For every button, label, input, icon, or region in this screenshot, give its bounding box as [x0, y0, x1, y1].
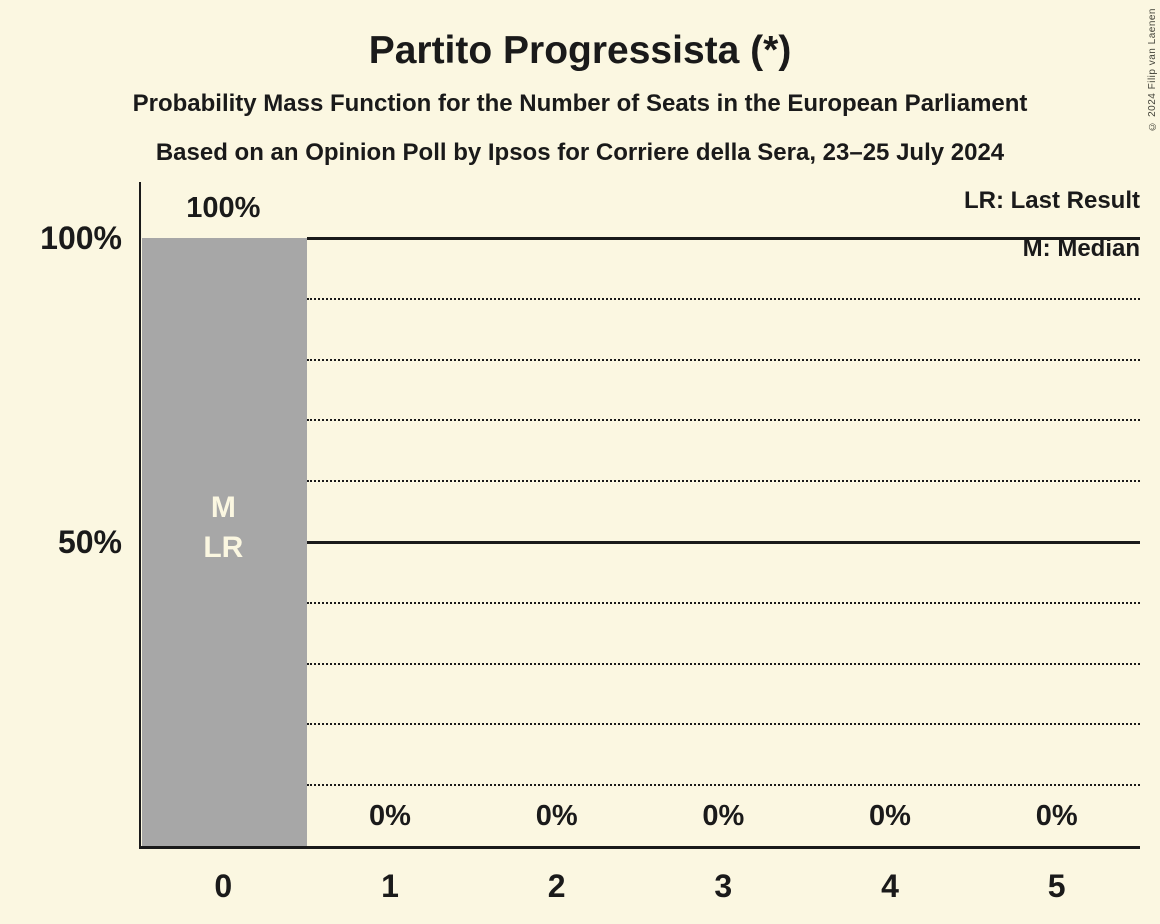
- bar-value-label-seats-3: 0%: [702, 800, 745, 832]
- chart-title: Partito Progressista (*): [368, 29, 792, 72]
- x-axis-label-seats-4: 4: [881, 868, 899, 904]
- copyright-notice: © 2024 Filip van Laenen: [1147, 8, 1158, 132]
- x-axis-label-seats-0: 0: [214, 868, 233, 904]
- bar-value-label-seats-0: 100%: [186, 192, 261, 224]
- x-axis-label-seats-2: 2: [547, 868, 566, 904]
- gridline-dotted-20pct: [306, 723, 1140, 726]
- bar-value-label-seats-2: 0%: [535, 800, 578, 832]
- bar-value-label-seats-1: 0%: [369, 800, 411, 832]
- y-axis-tick-label-50pct: 50%: [57, 524, 122, 560]
- gridline-dotted-30pct: [306, 662, 1140, 665]
- bar-annotation-line: LR: [203, 531, 244, 564]
- bar-value-label-seats-5: 0%: [1035, 800, 1078, 832]
- gridline-dotted-60pct: [306, 480, 1140, 483]
- bar-seats-0: [142, 238, 307, 846]
- x-axis-line: [139, 846, 1140, 849]
- y-axis-tick-label-100pct: 100%: [40, 220, 122, 256]
- bar-annotation-line: M: [210, 491, 236, 524]
- legend-last-result: LR: Last Result: [963, 187, 1140, 214]
- bar-value-label-seats-4: 0%: [869, 800, 911, 832]
- x-axis-label-seats-1: 1: [381, 868, 399, 904]
- legend-median: M: Median: [1022, 235, 1140, 262]
- chart-source-subtitle: Based on an Opinion Poll by Ipsos for Co…: [155, 139, 1005, 166]
- x-axis-label-seats-3: 3: [714, 868, 733, 904]
- gridline-solid-50pct: [306, 540, 1140, 544]
- x-axis-label-seats-5: 5: [1047, 868, 1066, 904]
- bar-annotation-seats-0: M LR: [140, 224, 307, 832]
- gridline-dotted-80pct: [306, 358, 1140, 361]
- gridline-dotted-40pct: [306, 601, 1140, 604]
- gridline-dotted-90pct: [306, 297, 1140, 300]
- gridline-dotted-70pct: [306, 419, 1140, 422]
- gridline-dotted-10pct: [306, 784, 1140, 787]
- chart-subtitle: Probability Mass Function for the Number…: [132, 90, 1028, 117]
- gridline-solid-100pct: [306, 236, 1140, 240]
- y-axis-line: [139, 182, 141, 849]
